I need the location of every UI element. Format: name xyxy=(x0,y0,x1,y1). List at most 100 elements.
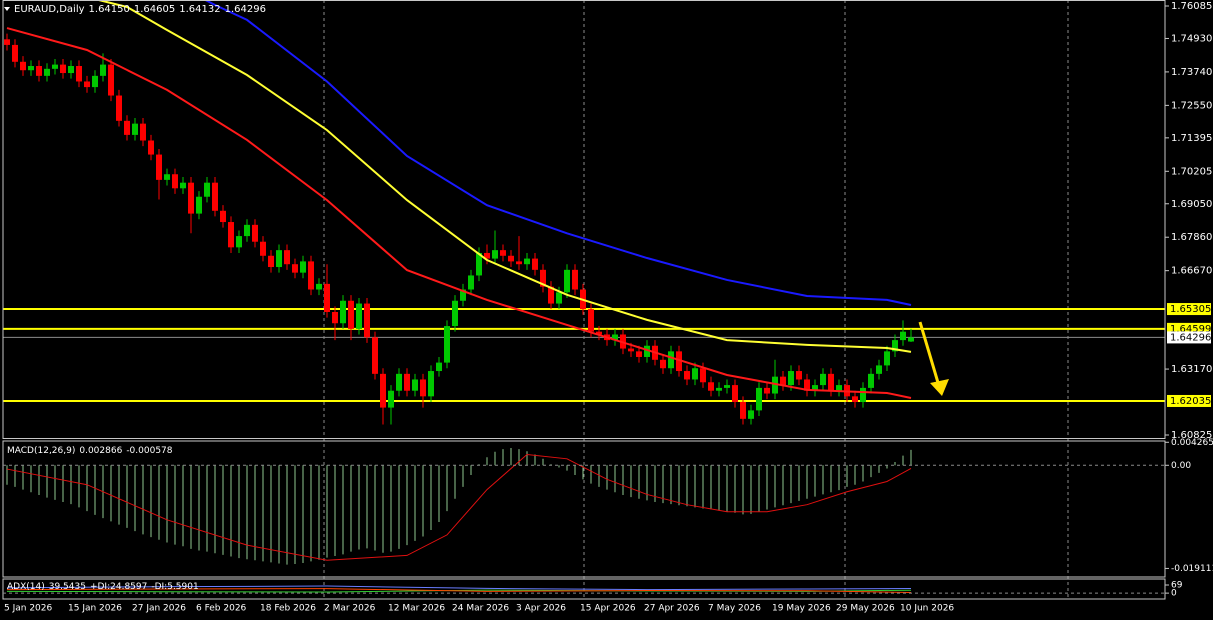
candle-body xyxy=(100,64,106,76)
candle-body xyxy=(292,264,298,273)
candle-body xyxy=(684,371,690,380)
candle-body xyxy=(908,337,914,342)
x-tick-label: 27 Apr 2026 xyxy=(644,604,700,614)
candle-body xyxy=(396,373,402,391)
separators xyxy=(323,0,1069,599)
adx-panel xyxy=(6,585,912,593)
candle-body xyxy=(836,385,842,391)
candle-body xyxy=(892,340,898,352)
adx-line xyxy=(6,588,912,593)
candle-body xyxy=(428,371,434,397)
candle-body xyxy=(356,303,362,329)
y-tick-label: 0 xyxy=(1171,589,1177,599)
moving-average xyxy=(203,0,912,306)
candle-body xyxy=(740,401,746,419)
candle-body xyxy=(180,182,186,189)
candle-body xyxy=(380,373,386,408)
candle-body xyxy=(108,64,114,96)
candle-body xyxy=(252,224,258,242)
y-tick-label: -0.019111 xyxy=(1171,564,1213,574)
adx-title: ADX(14) 39.5435 +DI:24.8597 -DI:5.5901 xyxy=(7,582,199,592)
candle-body xyxy=(692,368,698,380)
candle-body xyxy=(188,182,194,214)
candle-body xyxy=(548,286,554,304)
candle-body xyxy=(348,300,354,329)
x-tick-label: 10 Jun 2026 xyxy=(900,604,954,614)
y-tick-label: 1.76085 xyxy=(1171,1,1212,12)
candle-body xyxy=(84,81,90,88)
price-label-box xyxy=(1167,331,1211,344)
candle-body xyxy=(524,258,530,265)
price-label: 1.64599 xyxy=(1170,324,1211,335)
candle-body xyxy=(228,222,234,248)
candle-body xyxy=(340,300,346,324)
candle-body xyxy=(476,252,482,276)
candle-body xyxy=(132,123,138,135)
series-name: +DI: xyxy=(90,582,110,592)
candle-body xyxy=(660,359,666,369)
macd-title: MACD(12,26,9) 0.002866 -0.000578 xyxy=(7,446,173,456)
y-tick-label: 1.60825 xyxy=(1171,430,1212,441)
candle-body xyxy=(276,250,282,268)
price-label-box xyxy=(1167,303,1211,316)
panel-borders xyxy=(2,0,1166,600)
candle-body xyxy=(412,379,418,391)
candle-body xyxy=(700,368,706,383)
candle-body xyxy=(20,61,26,71)
candle-body xyxy=(716,387,722,391)
candle-body xyxy=(76,66,82,82)
candle-body xyxy=(612,334,618,341)
candle-body xyxy=(540,269,546,287)
y-tick-label: 1.67860 xyxy=(1171,232,1212,243)
arrow-head xyxy=(930,379,949,396)
adx-line xyxy=(6,589,912,593)
price-label: 1.64296 xyxy=(1170,332,1211,343)
candle-body xyxy=(4,39,10,45)
candle-body xyxy=(300,261,306,273)
candle-body xyxy=(204,182,210,197)
moving-average xyxy=(94,0,912,353)
candle-body xyxy=(60,64,66,74)
candle-body xyxy=(780,376,786,386)
candle-body xyxy=(28,66,34,71)
candle-body xyxy=(212,182,218,211)
candle-body xyxy=(756,387,762,411)
candle-body xyxy=(732,385,738,402)
y-tick-label: 1.71395 xyxy=(1171,133,1212,144)
candle-body xyxy=(884,351,890,366)
signal-value: -0.000578 xyxy=(126,446,172,456)
candle-body xyxy=(572,269,578,290)
candle-body xyxy=(140,123,146,141)
candle-body xyxy=(444,326,450,363)
candle-body xyxy=(508,255,514,262)
macd-panel-border xyxy=(2,440,1166,578)
candle-body xyxy=(764,387,770,394)
candle-body xyxy=(804,379,810,391)
candle-body xyxy=(148,140,154,155)
candle-body xyxy=(156,154,162,180)
candle-body xyxy=(532,258,538,270)
candle-body xyxy=(676,351,682,372)
candle-body xyxy=(636,351,642,357)
series-name: -DI: xyxy=(151,582,167,592)
ohlc-value: 1.64605 xyxy=(134,4,175,15)
macd-panel xyxy=(6,448,912,565)
x-tick-label: 15 Jan 2026 xyxy=(68,604,122,614)
forecast-arrow xyxy=(918,321,949,396)
candle-body xyxy=(860,387,866,402)
candle-body xyxy=(588,309,594,332)
candle-body xyxy=(316,283,322,290)
candle-body xyxy=(876,365,882,374)
candle-body xyxy=(372,337,378,374)
candle-body xyxy=(828,373,834,391)
y-tick-label: 1.63170 xyxy=(1171,364,1212,375)
candle-body xyxy=(468,275,474,290)
candle-body xyxy=(852,396,858,402)
y-tick-label: 1.66670 xyxy=(1171,266,1212,277)
candle-body xyxy=(668,351,674,369)
price-panel xyxy=(3,0,1165,425)
candle-body xyxy=(12,44,18,62)
candle-body xyxy=(68,66,74,74)
indicator-name: ADX(14) xyxy=(7,582,45,592)
